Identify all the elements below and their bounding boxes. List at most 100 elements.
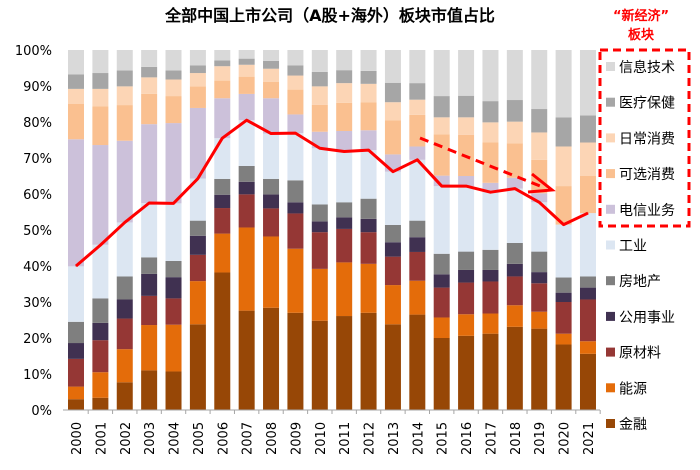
- legend-swatch-icon: [606, 347, 615, 357]
- bar-segment-2020-7: [555, 186, 572, 225]
- bar-segment-2012-10: [360, 50, 377, 71]
- bar-segment-2001-4: [92, 298, 109, 323]
- trend-line-point: [587, 212, 589, 214]
- bar-segment-2012-0: [360, 312, 377, 410]
- x-tick-label: 2021: [582, 422, 597, 455]
- bar-segment-2020-8: [555, 146, 572, 187]
- bar-segment-2008-3: [263, 194, 280, 209]
- x-tick-label: 2001: [94, 422, 109, 455]
- bar-segment-2014-0: [409, 314, 426, 410]
- bar-segment-2016-0: [458, 335, 475, 410]
- bar-segment-2021-5: [579, 213, 596, 277]
- bar-segment-2017-3: [482, 269, 499, 282]
- bar-segment-2020-4: [555, 277, 572, 293]
- bar-segment-2015-6: [433, 175, 450, 187]
- trend-line-point: [221, 137, 223, 139]
- bar-segment-2002-7: [116, 105, 133, 141]
- bar-segment-2011-1: [336, 262, 353, 317]
- bar-segment-2019-9: [531, 109, 548, 133]
- bar-segment-2008-7: [263, 81, 280, 99]
- bar-segment-2015-0: [433, 338, 450, 410]
- trend-line-point: [124, 221, 126, 223]
- bar-segment-2021-8: [579, 142, 596, 176]
- trend-line-point: [294, 132, 296, 134]
- bar-segment-2011-7: [336, 102, 353, 131]
- trend-line-point: [465, 185, 467, 187]
- bar-segment-2015-7: [433, 134, 450, 176]
- bar-segment-2014-2: [409, 251, 426, 281]
- annotation-new-economy: “新经济”: [613, 8, 669, 24]
- bar-segment-2016-4: [458, 251, 475, 270]
- new-economy-box: [598, 48, 691, 228]
- bar-segment-2018-9: [506, 100, 523, 122]
- x-tick-label: 2013: [387, 422, 402, 455]
- bar-segment-2019-10: [531, 50, 548, 110]
- bar-segment-2004-3: [165, 277, 182, 299]
- bar-segment-2009-3: [287, 202, 304, 214]
- bar-segment-2014-9: [409, 83, 426, 100]
- bar-segment-2012-3: [360, 218, 377, 233]
- bar-segment-2009-0: [287, 312, 304, 410]
- trend-line-point: [319, 147, 321, 149]
- trend-line: [75, 118, 589, 268]
- bar-segment-2017-2: [482, 281, 499, 314]
- bar-segment-2000-1: [68, 386, 84, 400]
- trend-line-point: [514, 188, 516, 190]
- x-tick-label: 2005: [192, 422, 207, 455]
- bar-segment-2000-2: [68, 358, 84, 387]
- bar-segment-2008-9: [263, 60, 280, 69]
- bar-segment-2021-4: [579, 276, 596, 288]
- bar-segment-2000-7: [68, 104, 84, 140]
- bar-segment-2013-0: [384, 324, 401, 410]
- bar-segment-2006-1: [214, 233, 231, 273]
- bar-segment-2018-7: [506, 143, 523, 178]
- y-tick-label: 30%: [23, 296, 52, 311]
- bar-segment-2008-1: [263, 236, 280, 308]
- bar-segment-2003-6: [141, 124, 158, 203]
- bar-segment-2017-8: [482, 122, 499, 143]
- bar-segment-2012-7: [360, 102, 377, 131]
- bar-segment-2011-10: [336, 50, 353, 71]
- bar-segment-2007-5: [238, 120, 255, 166]
- legend-swatch-icon: [606, 204, 615, 214]
- bar-segment-2004-9: [165, 70, 182, 80]
- x-tick-label: 2014: [411, 422, 426, 455]
- bar-segment-2007-7: [238, 76, 255, 94]
- bar-segment-2017-0: [482, 333, 499, 410]
- bar-segment-2005-4: [189, 220, 206, 236]
- x-tick-label: 2011: [338, 422, 353, 455]
- bar-segment-2012-5: [360, 150, 377, 199]
- bar-segment-2009-8: [287, 75, 304, 90]
- bar-segment-2020-9: [555, 117, 572, 147]
- bar-segment-2006-6: [214, 98, 231, 139]
- bar-segment-2003-8: [141, 77, 158, 94]
- x-tick-label: 2003: [143, 422, 158, 455]
- bar-segment-2013-1: [384, 285, 401, 325]
- bar-segment-2015-3: [433, 274, 450, 288]
- trend-line-point: [416, 159, 418, 161]
- bar-segment-2014-5: [409, 159, 426, 221]
- bar-segment-2010-4: [311, 204, 328, 222]
- bar-segment-2006-10: [214, 50, 231, 61]
- legend-item: 信息技术: [619, 59, 675, 76]
- bar-segment-2005-9: [189, 65, 206, 74]
- bar-segment-2010-7: [311, 104, 328, 132]
- x-tick-label: 2012: [363, 422, 378, 455]
- bar-segment-2014-3: [409, 237, 426, 252]
- x-tick-label: 2000: [70, 422, 85, 455]
- bar-segment-2018-3: [506, 263, 523, 277]
- x-tick-label: 2009: [289, 422, 304, 455]
- x-tick-label: 2007: [241, 422, 256, 455]
- bar-segment-2018-4: [506, 242, 523, 264]
- x-tick-label: 2018: [509, 422, 524, 455]
- bar-segment-2005-6: [189, 107, 206, 179]
- bar-segment-2000-4: [68, 321, 84, 344]
- bar-segment-2006-0: [214, 272, 231, 410]
- legend-swatch-icon: [606, 311, 615, 321]
- bars: [68, 50, 596, 410]
- y-tick-label: 50%: [23, 224, 52, 239]
- bar-segment-2016-3: [458, 269, 475, 283]
- bar-segment-2014-8: [409, 99, 426, 115]
- y-tick-label: 10%: [23, 368, 52, 383]
